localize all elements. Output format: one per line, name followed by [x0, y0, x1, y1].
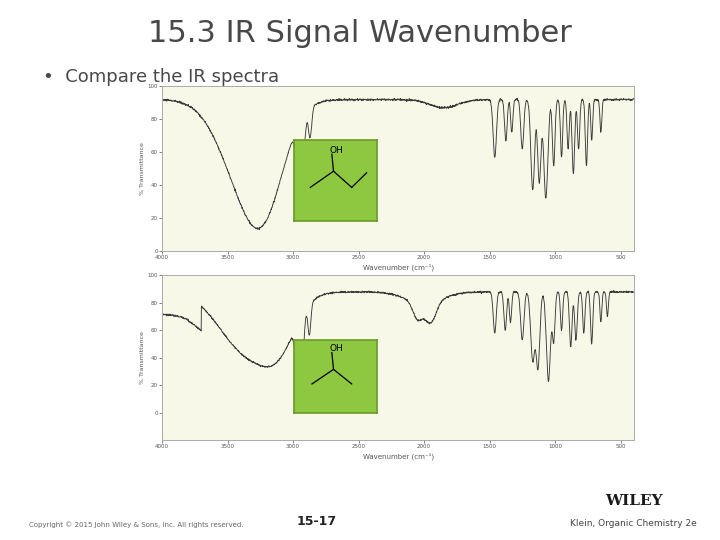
Text: Wavenumber (cm⁻¹): Wavenumber (cm⁻¹) [363, 453, 433, 460]
Text: 15-17: 15-17 [297, 515, 337, 528]
Text: •  Compare the IR spectra: • Compare the IR spectra [43, 68, 279, 85]
Text: 15.3 IR Signal Wavenumber: 15.3 IR Signal Wavenumber [148, 19, 572, 48]
Text: Copyright © 2015 John Wiley & Sons, Inc. All rights reserved.: Copyright © 2015 John Wiley & Sons, Inc.… [29, 522, 243, 528]
Y-axis label: % Transmittance: % Transmittance [140, 143, 145, 195]
Text: OH: OH [329, 345, 343, 354]
Y-axis label: % Transmittance: % Transmittance [140, 332, 145, 384]
Text: Klein, Organic Chemistry 2e: Klein, Organic Chemistry 2e [570, 519, 697, 528]
Text: WILEY: WILEY [605, 494, 662, 508]
Text: Wavenumber (cm⁻¹): Wavenumber (cm⁻¹) [363, 264, 433, 271]
Text: OH: OH [329, 146, 343, 154]
